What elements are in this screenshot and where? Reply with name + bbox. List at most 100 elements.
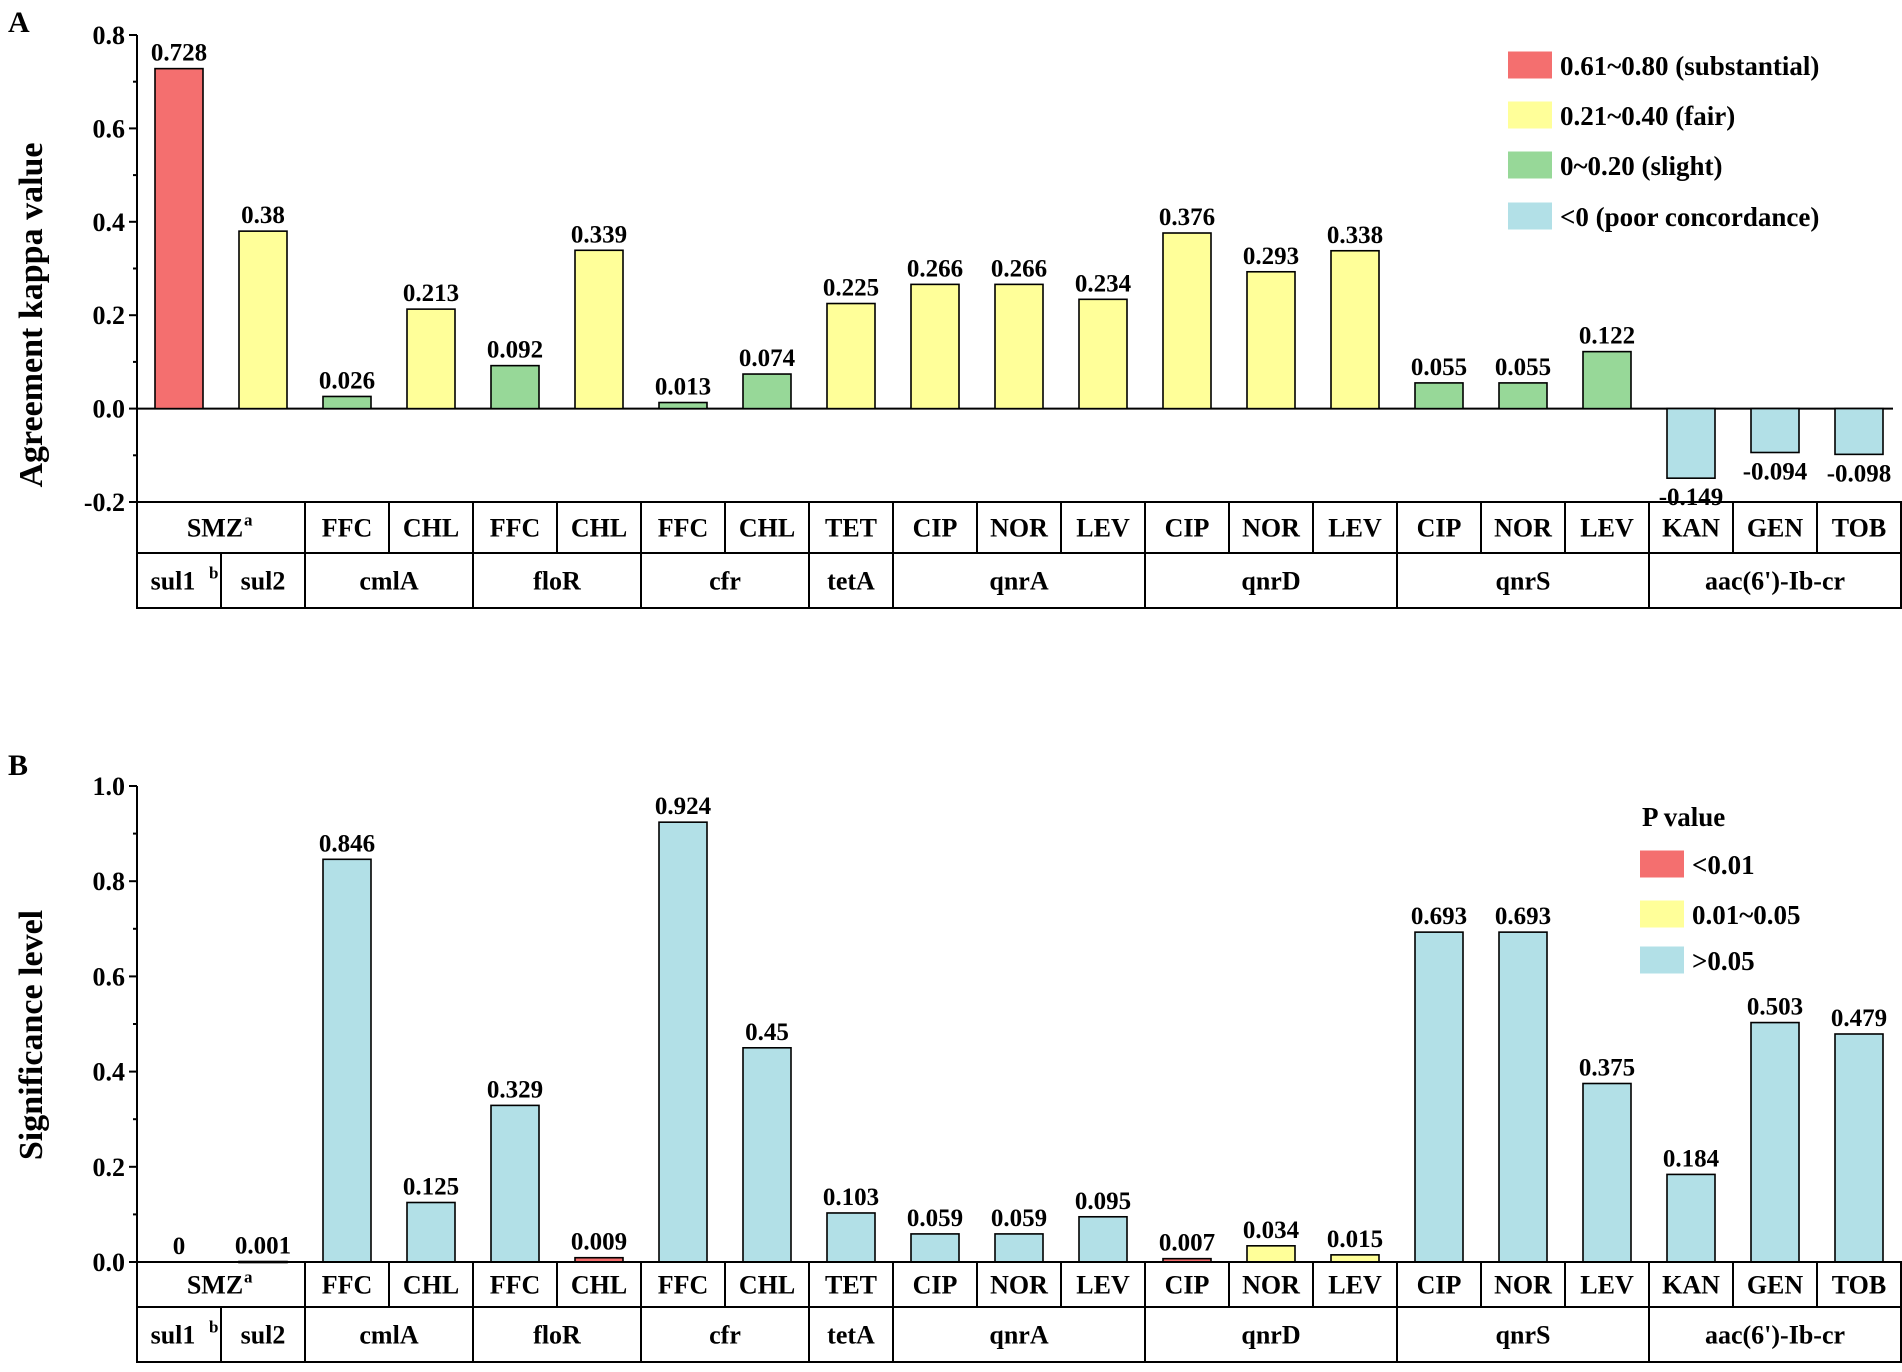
data-label: 0.092	[487, 337, 543, 364]
data-label: -0.149	[1659, 484, 1724, 511]
table-cell: qnrD	[1241, 567, 1300, 596]
data-label: -0.098	[1827, 460, 1892, 487]
data-label: 0.034	[1243, 1217, 1300, 1244]
data-label: 0.213	[403, 280, 459, 307]
table-cell-superscript: a	[244, 511, 253, 530]
panel-b-letter: B	[8, 749, 28, 782]
bar	[1330, 1254, 1380, 1263]
table-cell: CHL	[403, 514, 459, 543]
table-cell: KAN	[1662, 1271, 1720, 1300]
table-cell: GEN	[1747, 514, 1804, 543]
data-label: -0.094	[1743, 458, 1808, 485]
bar	[1666, 407, 1716, 479]
table-cell: LEV	[1328, 1271, 1382, 1300]
data-label: 0.339	[571, 221, 627, 248]
data-label: 0.728	[151, 40, 207, 67]
table-cell: cmlA	[359, 567, 418, 596]
table-cell: LEV	[1580, 1271, 1634, 1300]
table-cell: CIP	[913, 514, 958, 543]
legend-title: P value	[1642, 802, 1725, 832]
table-cell: FFC	[322, 514, 373, 543]
bar	[658, 821, 708, 1263]
table-cell: floR	[533, 567, 581, 596]
table-cell: CHL	[571, 1271, 627, 1300]
legend-swatch	[1640, 900, 1684, 928]
table-cell: SMZ	[187, 514, 243, 543]
data-label: 0.001	[235, 1233, 291, 1260]
data-label: 0.009	[571, 1229, 627, 1256]
table-cell: sul1	[151, 1321, 196, 1350]
table-cell: qnrA	[989, 567, 1048, 596]
data-label: 0.693	[1411, 903, 1467, 930]
y-tick-label: 0.0	[93, 395, 126, 424]
bar	[1666, 1173, 1716, 1263]
table-cell: LEV	[1076, 1271, 1130, 1300]
table-cell: qnrS	[1496, 567, 1551, 596]
y-tick-label: 0.2	[93, 1153, 126, 1182]
table-cell: TOB	[1832, 1271, 1886, 1300]
legend-label: <0.01	[1692, 850, 1755, 880]
table-cell: tetA	[827, 567, 875, 596]
bar	[1414, 931, 1464, 1263]
data-label: 0.055	[1495, 354, 1551, 381]
table-cell: CHL	[403, 1271, 459, 1300]
table-cell: SMZ	[187, 1271, 243, 1300]
table-cell: sul1	[151, 567, 196, 596]
data-label: 0.338	[1327, 222, 1383, 249]
legend-swatch	[1508, 151, 1552, 179]
bar	[910, 283, 960, 410]
bar	[1162, 232, 1212, 410]
data-label: 0.479	[1831, 1005, 1887, 1032]
bar	[406, 308, 456, 410]
table-cell: NOR	[1494, 514, 1552, 543]
table-cell: TET	[825, 514, 877, 543]
table-cell: qnrD	[1241, 1321, 1300, 1350]
table-cell: qnrA	[989, 1321, 1048, 1350]
data-label: 0.846	[319, 830, 375, 857]
data-label: 0.376	[1159, 204, 1215, 231]
y-tick-label: 0.4	[93, 1058, 126, 1087]
bar	[490, 1104, 540, 1263]
y-tick-label: 0.2	[93, 301, 126, 330]
bar	[1078, 298, 1128, 410]
legend-swatch	[1508, 202, 1552, 230]
data-label: 0.266	[907, 255, 963, 282]
data-label: 0.026	[319, 367, 375, 394]
table-cell: cfr	[709, 1321, 741, 1350]
legend-label: 0~0.20 (slight)	[1560, 151, 1723, 181]
bar	[1330, 249, 1380, 410]
table-cell: FFC	[490, 1271, 541, 1300]
data-label: 0.125	[403, 1174, 459, 1201]
table-cell: aac(6')-Ib-cr	[1705, 567, 1845, 596]
table-cell: LEV	[1328, 514, 1382, 543]
table-cell: CIP	[1165, 514, 1210, 543]
data-label: 0.103	[823, 1184, 879, 1211]
bar	[1246, 270, 1296, 410]
table-cell: NOR	[1242, 514, 1300, 543]
data-label: 0.055	[1411, 354, 1467, 381]
panel-a: A Agreement kappa value -0.2 0.0 0.2 0.4 0.6…	[8, 6, 1902, 609]
bar	[574, 249, 624, 410]
panel-a-ylabel: Agreement kappa value	[13, 142, 50, 487]
table-cell: FFC	[322, 1271, 373, 1300]
panel-a-letter: A	[8, 6, 30, 39]
table-cell: CHL	[739, 1271, 795, 1300]
table-cell: GEN	[1747, 1271, 1804, 1300]
data-label: 0.059	[907, 1205, 963, 1232]
table-cell: NOR	[1494, 1271, 1552, 1300]
table-cell: aac(6')-Ib-cr	[1705, 1321, 1845, 1350]
legend-label: 0.01~0.05	[1692, 900, 1801, 930]
bar	[1750, 407, 1800, 454]
legend-label: <0 (poor concordance)	[1560, 202, 1819, 232]
legend-swatch	[1508, 51, 1552, 79]
panel-a-plot: -0.2 0.0 0.2 0.4 0.6 0.8 0.728 0.38 0.026 0.213 0.…	[84, 21, 1902, 609]
data-label: 0.007	[1159, 1230, 1215, 1257]
bar	[1834, 407, 1884, 456]
legend-label: >0.05	[1692, 946, 1755, 976]
table-cell: sul2	[241, 1321, 286, 1350]
bar	[238, 230, 288, 410]
table-cell: FFC	[658, 514, 709, 543]
table-cell: CHL	[739, 514, 795, 543]
panel-b: B Significance level 0.00.20.40.60.81.00…	[8, 749, 1902, 1363]
